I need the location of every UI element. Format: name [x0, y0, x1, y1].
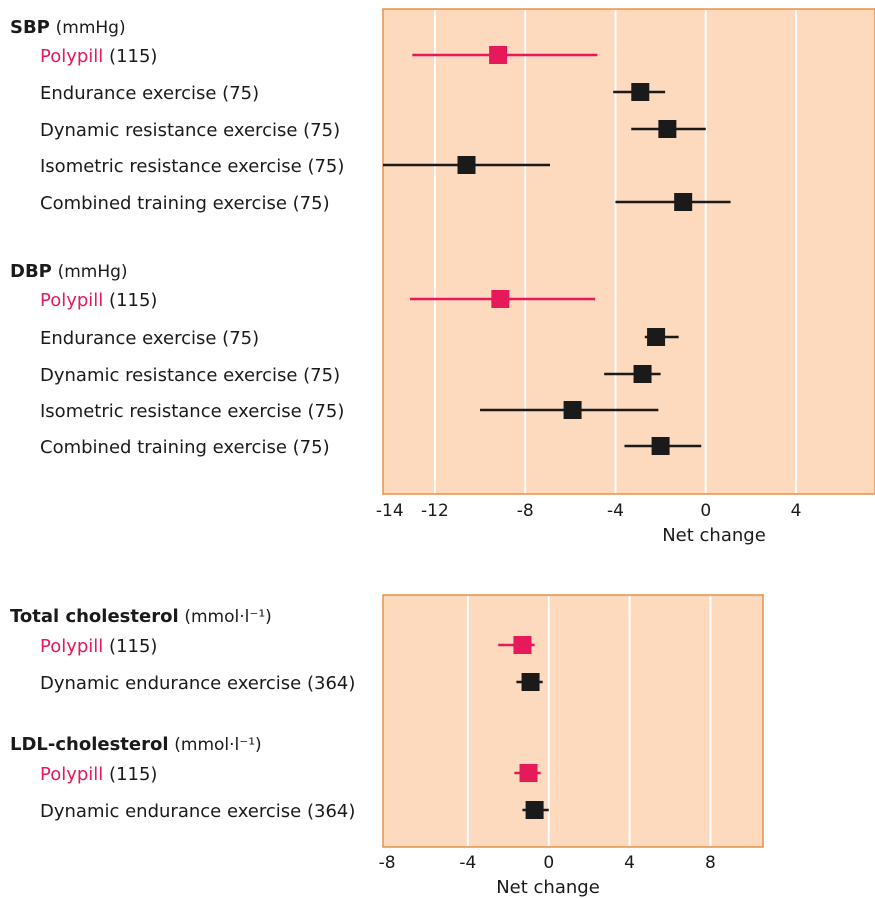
point-estimate	[489, 46, 508, 64]
point-estimate	[651, 437, 670, 455]
point-estimate	[513, 636, 532, 654]
group-header-dbp: DBP (mmHg)	[10, 261, 128, 282]
x-tick-label: -4	[607, 501, 624, 521]
point-estimate	[525, 801, 544, 819]
row-label: Polypill (115)	[40, 636, 158, 657]
row-label: Polypill (115)	[40, 764, 158, 785]
row-label: Isometric resistance exercise (75)	[40, 401, 345, 422]
row-label: Polypill (115)	[40, 290, 158, 311]
x-tick-label: -14	[376, 501, 404, 521]
x-axis-label: Net change	[496, 877, 600, 898]
row-label: Dynamic endurance exercise (364)	[40, 801, 356, 822]
row-label: Endurance exercise (75)	[40, 328, 260, 349]
x-tick-label: -8	[379, 853, 396, 873]
point-estimate	[658, 120, 677, 138]
x-tick-label: 4	[791, 501, 802, 521]
group-header-total-cholesterol: Total cholesterol (mmol·l⁻¹)	[10, 606, 272, 627]
x-tick-label: 4	[624, 853, 635, 873]
x-tick-label: 0	[700, 501, 711, 521]
x-axis-label: Net change	[662, 525, 766, 546]
x-tick-label: -12	[421, 501, 449, 521]
row-label: Dynamic resistance exercise (75)	[40, 120, 341, 141]
row-label: Polypill (115)	[40, 46, 158, 67]
row-label: Endurance exercise (75)	[40, 83, 260, 104]
x-tick-label: 0	[543, 853, 554, 873]
point-estimate	[521, 673, 540, 691]
point-estimate	[457, 156, 476, 174]
row-label: Dynamic resistance exercise (75)	[40, 365, 341, 386]
row-label: Dynamic endurance exercise (364)	[40, 673, 356, 694]
plot-panel	[382, 594, 764, 848]
point-estimate	[631, 83, 650, 101]
point-estimate	[563, 401, 582, 419]
row-label: Combined training exercise (75)	[40, 437, 330, 458]
point-estimate	[491, 290, 510, 308]
point-estimate	[633, 365, 652, 383]
row-label: Isometric resistance exercise (75)	[40, 156, 345, 177]
x-tick-label: -8	[517, 501, 534, 521]
point-estimate	[519, 764, 538, 782]
group-header-sbp: SBP (mmHg)	[10, 17, 126, 38]
row-label: Combined training exercise (75)	[40, 193, 330, 214]
x-tick-label: -4	[459, 853, 476, 873]
plot-panel	[382, 8, 875, 495]
x-tick-label: 8	[705, 853, 716, 873]
point-estimate	[647, 328, 666, 346]
point-estimate	[674, 193, 693, 211]
group-header-ldl-cholesterol: LDL-cholesterol (mmol·l⁻¹)	[10, 734, 262, 755]
